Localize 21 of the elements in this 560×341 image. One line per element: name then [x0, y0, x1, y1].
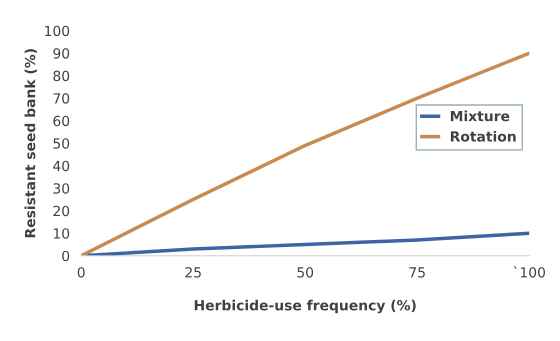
y-axis-title: Resistant seed bank (%): [24, 49, 37, 238]
x-tick-label: 25: [185, 267, 201, 278]
y-tick-label: 100: [45, 26, 70, 36]
x-tick-label: 75: [410, 267, 425, 278]
y-tick-label: 0: [62, 250, 70, 262]
y-tick-label: 40: [53, 160, 70, 172]
y-tick-label: 70: [54, 93, 70, 104]
y-tick-label: 90: [53, 48, 70, 59]
y-tick-label: 80: [53, 70, 70, 82]
y-tick-label: 30: [53, 183, 70, 194]
x-tick-label: 0: [78, 267, 85, 278]
x-tick-label: `100: [514, 266, 546, 278]
y-tick-label: 10: [54, 228, 70, 239]
x-axis-title: Herbicide-use frequency (%): [194, 300, 416, 314]
y-tick-label: 60: [53, 116, 70, 126]
legend-label: Rotation: [450, 130, 516, 142]
y-tick-label: 50: [53, 138, 70, 149]
x-tick-label: 50: [297, 267, 314, 278]
y-tick-label: 20: [53, 206, 70, 216]
legend-label: Mixture: [450, 110, 510, 122]
line-series: [81, 51, 530, 256]
